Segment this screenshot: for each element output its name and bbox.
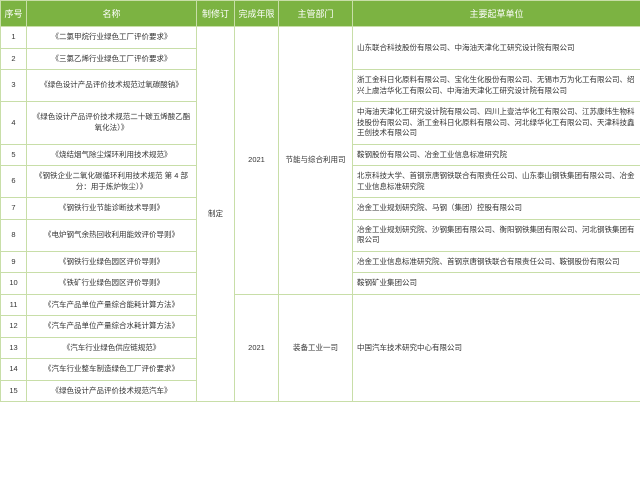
cell-name: 《绿色设计产品评价技术规范二十碳五烯酸乙酯氧化法）》 xyxy=(27,102,197,145)
cell-name: 《钢铁行业节能诊断技术导则》 xyxy=(27,198,197,220)
cell-name: 《汽车行业绿色供应链规范》 xyxy=(27,337,197,359)
cell-org: 北京科技大学、首钢京唐钢铁联合有限责任公司、山东泰山钢铁集团有限公司、冶金工业信… xyxy=(353,166,640,198)
table-row: 1 《二氯甲烷行业绿色工厂评价要求》 制定 2021 节能与综合利用司 山东联合… xyxy=(1,27,640,49)
cell-name: 《汽车产品单位产量综合能耗计算方法》 xyxy=(27,294,197,316)
cell-seq: 7 xyxy=(1,198,27,220)
cell-name: 《钢铁行业绿色园区评价导则》 xyxy=(27,251,197,273)
cell-seq: 10 xyxy=(1,273,27,295)
cell-name: 《钢铁企业二氧化碳循环利用技术规范 第 4 部分：用于炼炉恢尘）》 xyxy=(27,166,197,198)
col-header-year: 完成年限 xyxy=(235,1,279,27)
cell-name: 《绿色设计产品评价技术规范汽车》 xyxy=(27,380,197,402)
cell-year: 2021 xyxy=(235,294,279,402)
cell-org: 鞍钢股份有限公司、冶金工业信息标准研究院 xyxy=(353,144,640,166)
cell-org: 鞍钢矿业集团公司 xyxy=(353,273,640,295)
cell-seq: 3 xyxy=(1,70,27,102)
cell-name: 《二氯甲烷行业绿色工厂评价要求》 xyxy=(27,27,197,49)
cell-org: 冶金工业规划研究院、马钢（集团）控股有限公司 xyxy=(353,198,640,220)
cell-org: 中海油天津化工研究设计院有限公司、四川上壹洁华化工有限公司、江苏康纬生物科技股份… xyxy=(353,102,640,145)
standards-table: 序号 名称 制修订 完成年限 主管部门 主要起草单位 1 《二氯甲烷行业绿色工厂… xyxy=(0,0,640,402)
cell-name: 《铁矿行业绿色园区评价导则》 xyxy=(27,273,197,295)
cell-seq: 1 xyxy=(1,27,27,49)
cell-name: 《电炉钢气余热回收利用能效评价导则》 xyxy=(27,219,197,251)
cell-seq: 12 xyxy=(1,316,27,338)
cell-name: 《汽车行业整车制造绿色工厂评价要求》 xyxy=(27,359,197,381)
cell-org: 山东联合科技股份有限公司、中海油天津化工研究设计院有限公司 xyxy=(353,27,640,70)
cell-org: 冶金工业信息标准研究院、首钢京唐钢铁联合有限责任公司、鞍钢股份有限公司 xyxy=(353,251,640,273)
col-header-type: 制修订 xyxy=(197,1,235,27)
cell-seq: 9 xyxy=(1,251,27,273)
cell-name: 《汽车产品单位产量综合水耗计算方法》 xyxy=(27,316,197,338)
cell-org: 中国汽车技术研究中心有限公司 xyxy=(353,294,640,402)
col-header-name: 名称 xyxy=(27,1,197,27)
cell-name: 《烧结烟气除尘煤环利用技术规范》 xyxy=(27,144,197,166)
cell-dept: 节能与综合利用司 xyxy=(279,27,353,295)
cell-seq: 6 xyxy=(1,166,27,198)
cell-seq: 15 xyxy=(1,380,27,402)
cell-year: 2021 xyxy=(235,27,279,295)
cell-seq: 11 xyxy=(1,294,27,316)
cell-org: 冶金工业规划研究院、沙钢集团有限公司、衡阳钢铁集团有限公司、河北钢铁集团有限公司 xyxy=(353,219,640,251)
table-row: 11 《汽车产品单位产量综合能耗计算方法》 2021 装备工业一司 中国汽车技术… xyxy=(1,294,640,316)
cell-seq: 8 xyxy=(1,219,27,251)
cell-seq: 2 xyxy=(1,48,27,70)
col-header-dept: 主管部门 xyxy=(279,1,353,27)
cell-seq: 4 xyxy=(1,102,27,145)
cell-seq: 14 xyxy=(1,359,27,381)
cell-seq: 5 xyxy=(1,144,27,166)
cell-dept: 装备工业一司 xyxy=(279,294,353,402)
col-header-seq: 序号 xyxy=(1,1,27,27)
cell-type: 制定 xyxy=(197,27,235,402)
cell-org: 浙工金科日化原料有限公司、宝化生化股份有限公司、无锡市万为化工有限公司、绍兴上虞… xyxy=(353,70,640,102)
cell-name: 《绿色设计产品评价技术规范过氧碳酸钠》 xyxy=(27,70,197,102)
header-row: 序号 名称 制修订 完成年限 主管部门 主要起草单位 xyxy=(1,1,640,27)
cell-seq: 13 xyxy=(1,337,27,359)
col-header-org: 主要起草单位 xyxy=(353,1,640,27)
cell-name: 《三氯乙烯行业绿色工厂评价要求》 xyxy=(27,48,197,70)
